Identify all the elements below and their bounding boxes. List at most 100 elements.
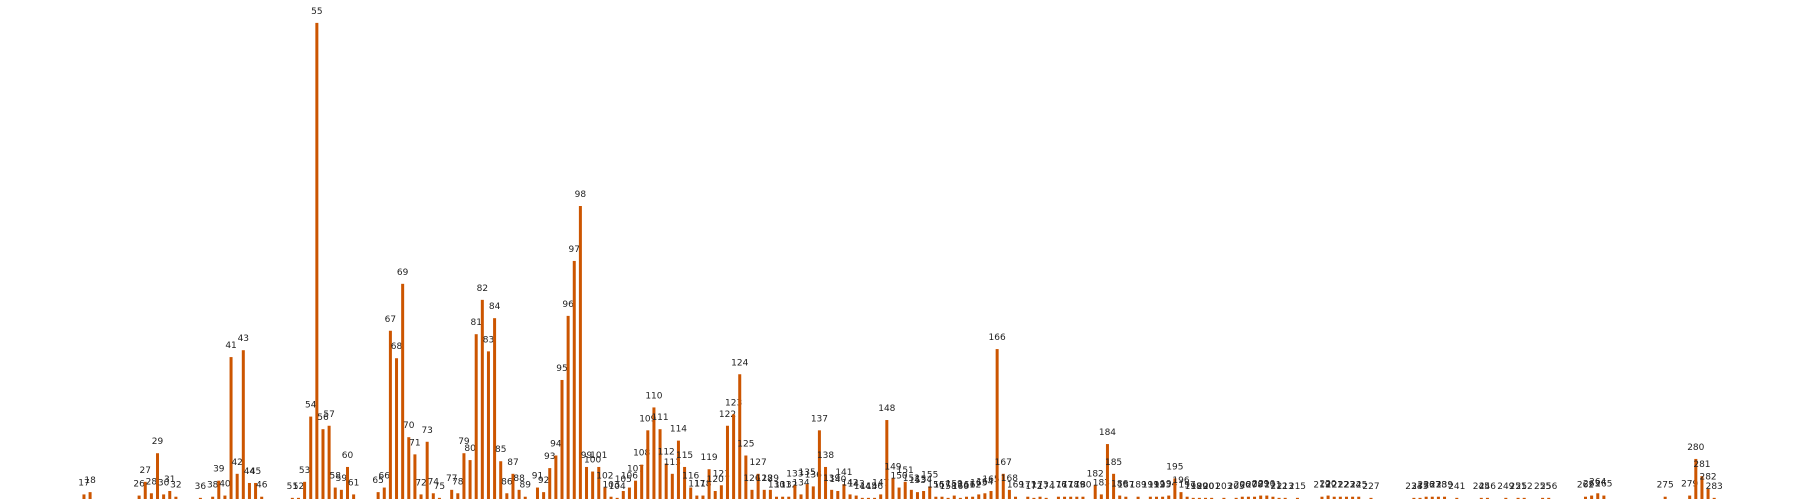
bar (609, 496, 613, 499)
bar (254, 482, 258, 499)
bar-label: 180 (1074, 481, 1091, 491)
bar-label: 132 (780, 481, 797, 491)
bar-label: 197 (1179, 481, 1196, 491)
bar-label: 60 (342, 451, 354, 461)
bar-label: 171 (1019, 481, 1036, 491)
bar (149, 493, 153, 499)
bar (713, 490, 717, 499)
bar-label: 221 (1326, 481, 1343, 491)
bar (903, 481, 907, 499)
bar (1099, 494, 1103, 499)
bar-label: 103 (602, 481, 619, 491)
bar-label: 120 (707, 475, 724, 485)
bar (296, 497, 300, 499)
bar (1222, 497, 1226, 499)
bar (1026, 496, 1030, 499)
bar (591, 471, 595, 499)
bar (217, 480, 221, 499)
bar (401, 283, 405, 499)
bar (413, 454, 417, 499)
bar (315, 22, 319, 500)
bar-label: 158 (940, 482, 957, 492)
bar-label: 161 (958, 481, 975, 491)
bar (971, 496, 975, 499)
bar (732, 414, 736, 499)
bar-label: 127 (750, 458, 767, 468)
bar-label: 246 (1479, 482, 1496, 492)
bar (1436, 496, 1440, 499)
bar-label: 219 (1313, 481, 1330, 491)
bar (388, 330, 392, 499)
bar (1240, 496, 1244, 499)
bar (873, 497, 877, 499)
bar (1069, 496, 1073, 499)
bar (695, 495, 699, 499)
bar (658, 429, 662, 499)
bar-label: 110 (645, 391, 662, 401)
bar-label: 212 (1270, 482, 1287, 492)
bar (1185, 496, 1189, 499)
bar (162, 494, 166, 499)
bar-label: 213 (1277, 482, 1294, 492)
bar (1338, 496, 1342, 499)
bar-label: 72 (415, 478, 426, 488)
bar (486, 351, 490, 499)
bar-label: 176 (1050, 481, 1067, 491)
bar (333, 487, 337, 499)
bar-label: 245 (1473, 482, 1490, 492)
bar-label: 148 (878, 404, 895, 414)
bar (738, 374, 742, 499)
bar-label: 145 (860, 482, 877, 492)
bar (1246, 496, 1250, 499)
bar (964, 496, 968, 499)
bar (775, 496, 779, 499)
bar (82, 494, 86, 499)
bar-label: 183 (1093, 478, 1110, 488)
bar (597, 466, 601, 499)
bar-label: 189 (1130, 481, 1147, 491)
bar (805, 484, 809, 499)
bar-label: 153 (909, 476, 926, 486)
bar-label: 264 (1589, 477, 1606, 487)
bar (352, 494, 356, 499)
bar-label: 88 (513, 474, 525, 484)
bar-label: 209 (1252, 480, 1269, 490)
bar-label: 205 (1228, 482, 1245, 492)
bar-label: 182 (1087, 469, 1104, 479)
bar (241, 350, 245, 499)
bar (768, 489, 772, 499)
bar (670, 473, 674, 499)
bar-label: 206 (1234, 481, 1251, 491)
bar-label: 136 (805, 470, 822, 480)
bar-label: 215 (1289, 482, 1306, 492)
bar-label: 138 (817, 451, 834, 461)
bar-label: 263 (1583, 480, 1600, 490)
bar (1124, 496, 1128, 499)
bar (290, 497, 294, 499)
bar (1522, 497, 1526, 499)
bar-label: 283 (1706, 482, 1723, 492)
bar (1583, 496, 1587, 499)
bar-label: 85 (495, 445, 506, 455)
bar-label: 55 (311, 7, 322, 17)
bar-label: 104 (609, 482, 626, 492)
bar-label: 157 (933, 481, 950, 491)
bar-label: 241 (1448, 482, 1465, 492)
bar (744, 455, 748, 499)
bar-label: 227 (1362, 482, 1379, 492)
bar (1485, 497, 1489, 499)
bar-label: 107 (627, 465, 644, 475)
bar-label: 28 (146, 477, 158, 487)
bar (603, 487, 607, 499)
bar (1344, 496, 1348, 499)
bar-label: 177 (1056, 481, 1073, 491)
bar (1148, 496, 1152, 499)
bar (824, 466, 828, 499)
bar-label: 94 (550, 440, 562, 450)
bar-label: 203 (1215, 482, 1232, 492)
bar (909, 489, 913, 499)
bar (1596, 493, 1600, 499)
bar (327, 425, 331, 499)
bar (309, 416, 313, 499)
bar (235, 473, 239, 499)
